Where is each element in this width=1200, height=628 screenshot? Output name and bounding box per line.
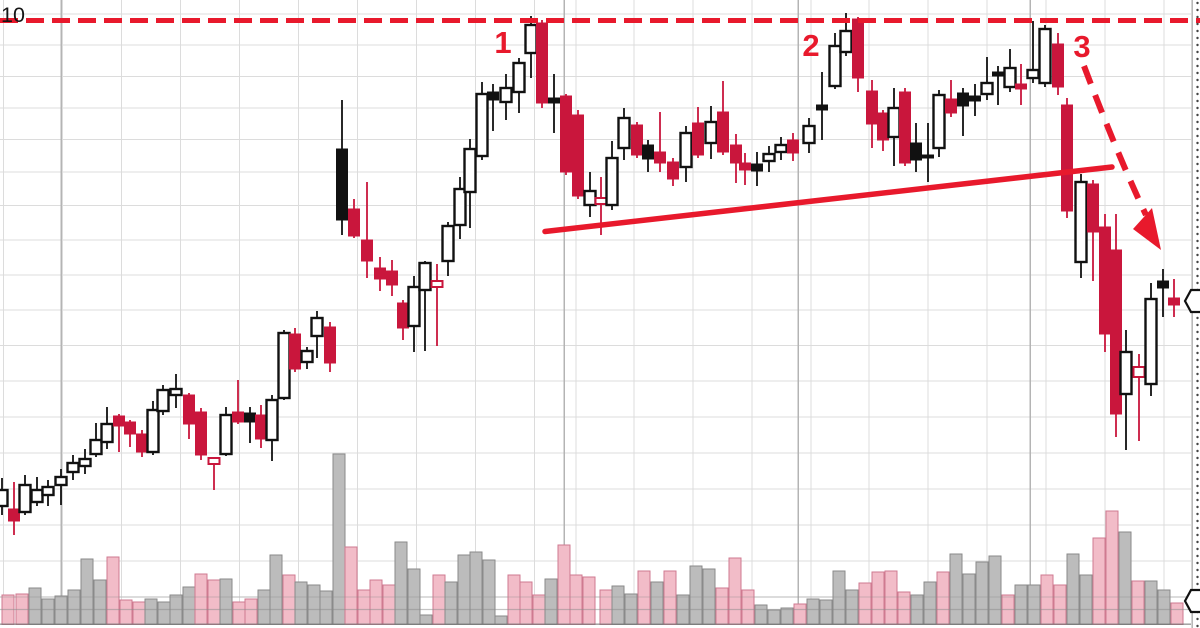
svg-text:10: 10 <box>1 3 25 27</box>
svg-text:3: 3 <box>1073 29 1090 64</box>
svg-text:2: 2 <box>802 28 819 63</box>
svg-text:1: 1 <box>494 25 511 60</box>
